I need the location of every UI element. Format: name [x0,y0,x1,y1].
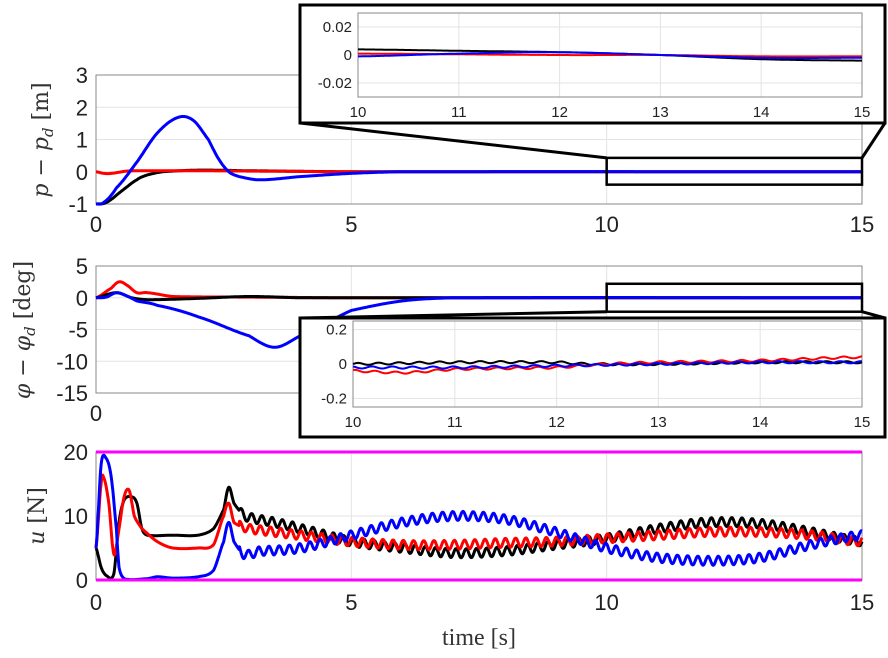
y-tick-label: -15 [56,381,88,406]
y-tick-label: 0 [76,160,88,185]
y-tick-label: 20 [64,440,88,465]
x-tick-label: 15 [854,414,871,431]
x-tick-label: 0 [90,212,102,237]
x-tick-label: 10 [350,104,367,121]
x-tick-label: 13 [652,104,669,121]
x-tick-label: 12 [548,414,565,431]
y-tick-label: -0.2 [321,390,347,407]
series-line-0000ff [95,115,863,206]
chart-position-error-inset: 10 11 12 13 14 15 -0.02 0 0.02 [298,3,887,125]
y-tick-label: 0 [339,356,347,373]
x-tick-label: 5 [345,590,357,615]
zoom-connector-line [860,122,887,159]
x-tick-label: 11 [447,414,463,431]
x-tick-label: 10 [345,414,362,431]
y-tick-label: 0 [76,286,88,311]
zoom-region-box [605,282,864,313]
y-tick-label: 10 [64,504,88,529]
x-tick-label: 14 [752,414,769,431]
series-line-0000ff [352,360,863,370]
ylabel-position-error: p − pd [m] [29,82,57,197]
x-tick-label: 11 [451,104,467,121]
series-line-ff0000 [94,473,864,557]
series-line-0000ff [357,51,863,59]
zoom-connector-line [299,121,607,160]
y-tick-label: -1 [68,192,88,217]
x-tick-label: 10 [594,590,618,615]
y-tick-label: 2 [76,95,88,120]
xlabel-time: time [s] [442,625,516,651]
x-tick-label: 15 [850,590,874,615]
y-tick-label: 3 [76,63,88,88]
zoom-region-box [605,156,864,186]
x-tick-label: 15 [854,104,871,121]
y-tick-label: 0.02 [323,19,352,36]
y-tick-label: 0.2 [326,322,347,339]
y-tick-label: 1 [76,128,88,153]
y-tick-label: 0 [76,568,88,593]
y-tick-label: -10 [56,349,88,374]
y-tick-label: -0.02 [318,75,352,92]
x-tick-label: 12 [551,104,568,121]
series-line-0000ff [94,453,863,582]
zoom-connector-line [299,310,607,320]
x-tick-label: 10 [594,212,618,237]
ylabel-angle-error: φ − φd [deg] [11,261,39,399]
x-tick-label: 0 [90,590,102,615]
x-tick-label: 14 [753,104,770,121]
y-tick-label: -5 [68,318,88,343]
x-tick-label: 5 [345,212,357,237]
x-tick-label: 0 [90,401,102,426]
chart-control-input: 0 5 10 15 0 10 20 [64,440,875,615]
zoom-connector-line [861,310,886,320]
series-line-000000 [94,485,864,580]
chart-angle-error-inset: 10 11 12 13 14 15 -0.2 0 0.2 [298,316,887,439]
ylabel-control-input: u [N] [25,487,50,545]
x-tick-label: 15 [850,212,874,237]
y-tick-label: 0 [344,47,352,64]
axes-box [357,12,863,98]
x-tick-label: 13 [650,414,667,431]
y-tick-label: 5 [76,254,88,279]
series-line-0000ff [95,291,863,349]
